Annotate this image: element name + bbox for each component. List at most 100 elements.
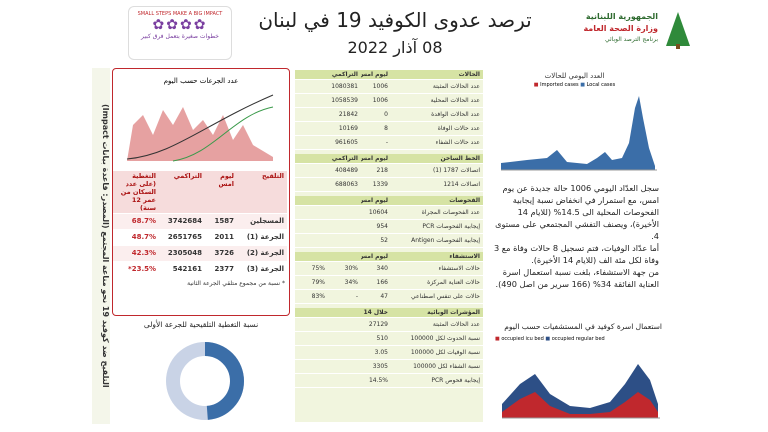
table-header: التراكمي xyxy=(295,154,361,164)
table-cell: 3305 xyxy=(361,360,391,374)
campaign-line: SMALL STEPS MAKE A BIG IMPACT xyxy=(137,11,223,17)
chart-line xyxy=(126,94,274,160)
table-cell: 166 xyxy=(361,276,391,290)
table-cell xyxy=(295,318,361,332)
table-cell: 1339 xyxy=(361,178,391,192)
table-cell xyxy=(295,220,361,234)
table-header: الفحوصات xyxy=(391,196,483,206)
vaccination-chart xyxy=(126,94,274,162)
table-cell: 1006 xyxy=(361,94,391,108)
table-cell xyxy=(295,360,361,374)
table-header: خلال 14 يوم الأخيرة xyxy=(361,308,391,318)
legend-swatch: ■ xyxy=(580,82,585,88)
table-cell: حالات على تنفس اصطناعي xyxy=(391,290,483,304)
table-cell: نسبة الوفيات لكل 100000 xyxy=(391,346,483,360)
table-header: الحالات xyxy=(391,70,483,80)
table-cell: 48.7% xyxy=(113,230,159,246)
table-cell: 27129 xyxy=(361,318,391,332)
summary-paragraph: من جهة الاستشفاء، بلغت نسبة استعمال اسرة… xyxy=(495,267,660,289)
table-cell: 10604 xyxy=(361,206,391,220)
table-cell: 47 xyxy=(361,290,391,304)
table-cell: 2305048 xyxy=(159,246,205,262)
table-cell: 75% xyxy=(295,262,328,276)
table-cell xyxy=(295,234,361,248)
ministry-logo: الجمهورية اللبنانية وزارة الصحة العامة ب… xyxy=(560,6,700,56)
table-header: الاستشفاء xyxy=(391,252,483,262)
table-cell: 954 xyxy=(361,220,391,234)
table-cell: نسبة الشفاء لكل 100000 xyxy=(391,360,483,374)
chart-area xyxy=(127,107,273,161)
summary-paragraph: سجل العدّاد اليومي 1006 حالة جديدة عن يو… xyxy=(495,183,659,241)
hospital-chart xyxy=(502,364,660,419)
table-header: التراكمي xyxy=(295,70,361,80)
table-cell: 542161 xyxy=(159,262,205,278)
table-header: ليوم امس xyxy=(361,70,391,80)
table-cell: الجرعة (2) xyxy=(237,246,287,262)
table-header xyxy=(295,196,361,206)
table-cell: عدد حالات الوفاة xyxy=(391,122,483,136)
table-header: ليوم امس xyxy=(361,154,391,164)
table-cell: 688063 xyxy=(295,178,361,192)
table-header xyxy=(295,308,361,318)
summary-paragraph: أما عدّاد الوفيات، فتم تسجيل 8 حالات وفا… xyxy=(493,243,659,265)
table-cell: عدد الحالات المثبتة xyxy=(391,318,483,332)
table-cell: إيجابية فحوص PCR xyxy=(391,374,483,388)
table-cell: اتصالات 1214 xyxy=(391,178,483,192)
table-cell: عدد الفحوصات المجراة xyxy=(391,206,483,220)
donut-title: نسبة التغطية التلقيحية للجرعة الأولى xyxy=(143,320,259,329)
legend: ■ occupied icu bed ■ occupied regular be… xyxy=(495,336,605,342)
table-cell: 52 xyxy=(361,234,391,248)
table-cell: - xyxy=(328,290,361,304)
legend: ■ Imported cases ■ Local cases xyxy=(487,82,662,88)
table-cell: 1006 xyxy=(361,80,391,94)
table-section: الخط الساخن ليوم امس التراكمي اتصالات 1787 … xyxy=(295,154,483,192)
chart-title: عدد الجرعات حسب اليوم xyxy=(163,77,239,85)
right-panel: العدد اليومي للحالات ■ Imported cases ■ … xyxy=(487,68,662,430)
table-cell: 1080381 xyxy=(295,80,361,94)
table-cell: 34% xyxy=(328,276,361,290)
table-header: التلقيح xyxy=(237,171,287,214)
date: 08 آذار 2022 xyxy=(347,38,443,57)
table-cell xyxy=(295,332,361,346)
chart-area xyxy=(501,96,655,170)
table-cell: إيجابية الفحوصات Antigen xyxy=(391,234,483,248)
table-cell xyxy=(295,374,361,388)
campaign-logo: SMALL STEPS MAKE A BIG IMPACT ✿✿✿✿ خطوات… xyxy=(128,6,232,60)
table-cell: اتصالات 1787 (1) xyxy=(391,164,483,178)
chart-area xyxy=(502,392,658,418)
legend-label: occupied regular bed xyxy=(551,336,605,342)
table-cell: 3742684 xyxy=(159,214,205,230)
table-cell: 340 xyxy=(361,262,391,276)
legend-label: Local cases xyxy=(586,82,616,88)
table-cell: إيجابية الفحوصات PCR xyxy=(391,220,483,234)
table-cell: 2651765 xyxy=(159,230,205,246)
legend-swatch: ■ xyxy=(533,82,539,88)
ministry-line: برنامج الترصد الوبائي xyxy=(604,36,658,43)
table-cell: 2011 xyxy=(205,230,237,246)
table-cell: 2377 xyxy=(205,262,237,278)
side-title: التلقيح ضد كوفيد 19 نحو مناعة المجتمع (ا… xyxy=(92,68,110,424)
table-cell: 79% xyxy=(295,276,328,290)
chart-title: استعمال اسرة كوفيد في المستشفيات حسب الي… xyxy=(504,322,662,331)
table-cell: عدد حالات الشفاء xyxy=(391,136,483,150)
chart-title: العدد اليومي للحالات xyxy=(544,72,605,80)
table-cell: عدد الحالات المحلية xyxy=(391,94,483,108)
table-cell: نسبة الحدوث لكل 100000 xyxy=(391,332,483,346)
table-cell: 10169 xyxy=(295,122,361,136)
table-cell: 218 xyxy=(361,164,391,178)
donut-chart xyxy=(166,342,244,420)
table-cell xyxy=(295,206,361,220)
table-cell: عدد الحالات الوافدة xyxy=(391,108,483,122)
table-cell: الجرعة (3) xyxy=(237,262,287,278)
table-cell: 8 xyxy=(361,122,391,136)
table-section: الفحوصات ليوم امس عدد الفحوصات المجراة 1060… xyxy=(295,196,483,248)
legend-label: Imported cases xyxy=(540,82,579,88)
legend-label: occupied icu bed xyxy=(501,336,544,342)
table-header: التراكمي xyxy=(159,171,205,214)
legend-swatch: ■ xyxy=(545,336,551,342)
legend-swatch: ■ xyxy=(495,336,500,342)
table-cell: عدد الحالات المثبتة xyxy=(391,80,483,94)
vaccination-box: عدد الجرعات حسب اليوم التلقيح ليوم امس الت… xyxy=(112,68,290,316)
ministry-line: الجمهورية اللبنانية xyxy=(585,12,658,21)
